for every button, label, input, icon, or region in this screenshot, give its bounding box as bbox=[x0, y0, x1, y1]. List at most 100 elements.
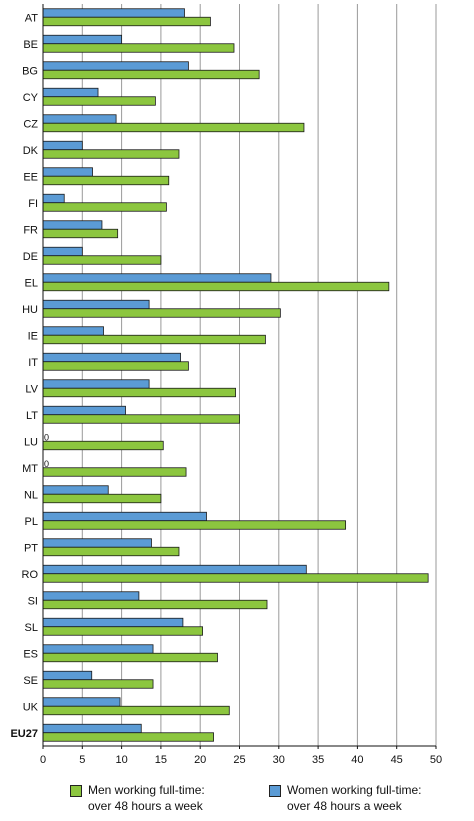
bar-men-hu bbox=[42, 308, 281, 318]
x-tick-label-45: 45 bbox=[391, 754, 403, 766]
bar-women-lt bbox=[42, 405, 126, 416]
category-label-ro: RO bbox=[22, 569, 39, 581]
category-label-de: DE bbox=[23, 251, 38, 263]
legend: Men working full-time: over 48 hours a w… bbox=[70, 782, 444, 814]
bar-men-si bbox=[42, 599, 268, 610]
bar-women-eu27 bbox=[42, 723, 142, 734]
bar-women-cz bbox=[42, 114, 117, 124]
category-label-be: BE bbox=[23, 39, 38, 51]
bar-women-es bbox=[42, 644, 154, 654]
bar-women-ro bbox=[42, 564, 307, 575]
bar-men-cy bbox=[42, 96, 156, 106]
bar-women-at bbox=[42, 8, 185, 18]
bar-men-cz bbox=[42, 122, 305, 133]
bar-men-ee bbox=[42, 175, 170, 186]
bar-men-uk bbox=[42, 705, 230, 716]
x-tick-label-30: 30 bbox=[273, 754, 285, 766]
x-tick-label-40: 40 bbox=[351, 754, 363, 766]
category-label-pt: PT bbox=[24, 542, 38, 554]
bar-men-el bbox=[42, 281, 390, 292]
category-label-nl: NL bbox=[24, 489, 38, 501]
bar-women-de bbox=[42, 246, 83, 257]
bar-women-pl bbox=[42, 511, 207, 522]
bar-men-es bbox=[42, 652, 218, 663]
category-label-ie: IE bbox=[28, 330, 38, 342]
value-label-women-lu: 0 bbox=[44, 432, 49, 442]
category-label-mt: MT bbox=[22, 463, 38, 475]
legend-label-women: Women working full-time: over 48 hours a… bbox=[287, 783, 422, 813]
bar-men-de bbox=[42, 255, 162, 265]
legend-label-men: Men working full-time: over 48 hours a w… bbox=[88, 783, 205, 813]
bar-men-lt bbox=[42, 414, 240, 424]
category-label-eu27: EU27 bbox=[10, 728, 38, 740]
bar-women-si bbox=[42, 591, 140, 601]
x-tick-label-0: 0 bbox=[40, 754, 46, 766]
category-label-ee: EE bbox=[23, 171, 38, 183]
bar-men-lv bbox=[42, 387, 236, 398]
category-label-lt: LT bbox=[26, 410, 38, 422]
category-label-it: IT bbox=[28, 357, 38, 369]
bar-men-pt bbox=[42, 546, 180, 557]
category-label-cy: CY bbox=[23, 92, 39, 104]
category-label-hu: HU bbox=[22, 304, 38, 316]
category-label-at: AT bbox=[25, 12, 39, 24]
bar-women-ie bbox=[42, 326, 104, 336]
category-label-fr: FR bbox=[23, 224, 38, 236]
bar-women-bg bbox=[42, 61, 189, 71]
value-label-women-mt: 0 bbox=[44, 459, 49, 469]
category-label-lu: LU bbox=[24, 436, 38, 448]
bar-women-fr bbox=[42, 220, 103, 230]
legend-swatch-men bbox=[70, 785, 82, 797]
bar-women-ee bbox=[42, 167, 93, 177]
bar-women-el bbox=[42, 273, 272, 283]
category-label-uk: UK bbox=[23, 701, 39, 713]
bar-men-fi bbox=[42, 202, 167, 212]
bar-women-pt bbox=[42, 538, 152, 548]
bar-women-be bbox=[42, 34, 122, 45]
bar-women-cy bbox=[42, 87, 99, 98]
bar-women-it bbox=[42, 352, 181, 363]
bar-men-pl bbox=[42, 520, 347, 530]
bar-men-fr bbox=[42, 228, 119, 239]
bar-men-nl bbox=[42, 493, 162, 504]
bar-men-ro bbox=[42, 573, 429, 583]
x-tick-label-25: 25 bbox=[233, 754, 245, 766]
category-label-dk: DK bbox=[23, 145, 39, 157]
category-label-cz: CZ bbox=[23, 118, 38, 130]
bar-men-mt bbox=[42, 467, 187, 477]
bar-men-at bbox=[42, 16, 211, 27]
bar-chart: AT BE BG CY CZ DK EE FI FR DE EL HU IE IT LV LT 0 LU 0 MT NL… bbox=[10, 4, 442, 766]
category-label-fi: FI bbox=[28, 198, 38, 210]
bar-men-bg bbox=[42, 69, 260, 80]
bar-men-ie bbox=[42, 334, 266, 345]
x-tick-label-15: 15 bbox=[155, 754, 167, 766]
bar-women-nl bbox=[42, 485, 109, 495]
x-tick-label-50: 50 bbox=[430, 754, 442, 766]
category-label-lv: LV bbox=[25, 383, 38, 395]
legend-item-men: Men working full-time: over 48 hours a w… bbox=[70, 782, 245, 814]
legend-swatch-women bbox=[269, 785, 281, 797]
bar-men-sl bbox=[42, 626, 203, 636]
category-label-si: SI bbox=[28, 595, 38, 607]
x-tick-label-5: 5 bbox=[79, 754, 85, 766]
bar-men-be bbox=[42, 43, 235, 53]
x-tick-label-10: 10 bbox=[115, 754, 127, 766]
category-label-pl: PL bbox=[25, 516, 38, 528]
bar-men-lu bbox=[42, 440, 164, 451]
category-label-el: EL bbox=[25, 277, 38, 289]
bar-women-sl bbox=[42, 617, 184, 628]
bar-women-fi bbox=[42, 193, 65, 204]
bar-women-dk bbox=[42, 140, 83, 151]
category-label-bg: BG bbox=[22, 65, 38, 77]
bar-men-dk bbox=[42, 149, 180, 159]
category-label-se: SE bbox=[23, 675, 38, 687]
bar-women-uk bbox=[42, 697, 121, 707]
bar-women-hu bbox=[42, 299, 150, 310]
bar-men-it bbox=[42, 361, 189, 371]
x-tick-label-35: 35 bbox=[312, 754, 324, 766]
bar-women-se bbox=[42, 670, 93, 681]
category-label-es: ES bbox=[23, 648, 38, 660]
x-tick-label-20: 20 bbox=[194, 754, 206, 766]
category-label-sl: SL bbox=[25, 622, 38, 634]
bar-women-lv bbox=[42, 379, 150, 389]
